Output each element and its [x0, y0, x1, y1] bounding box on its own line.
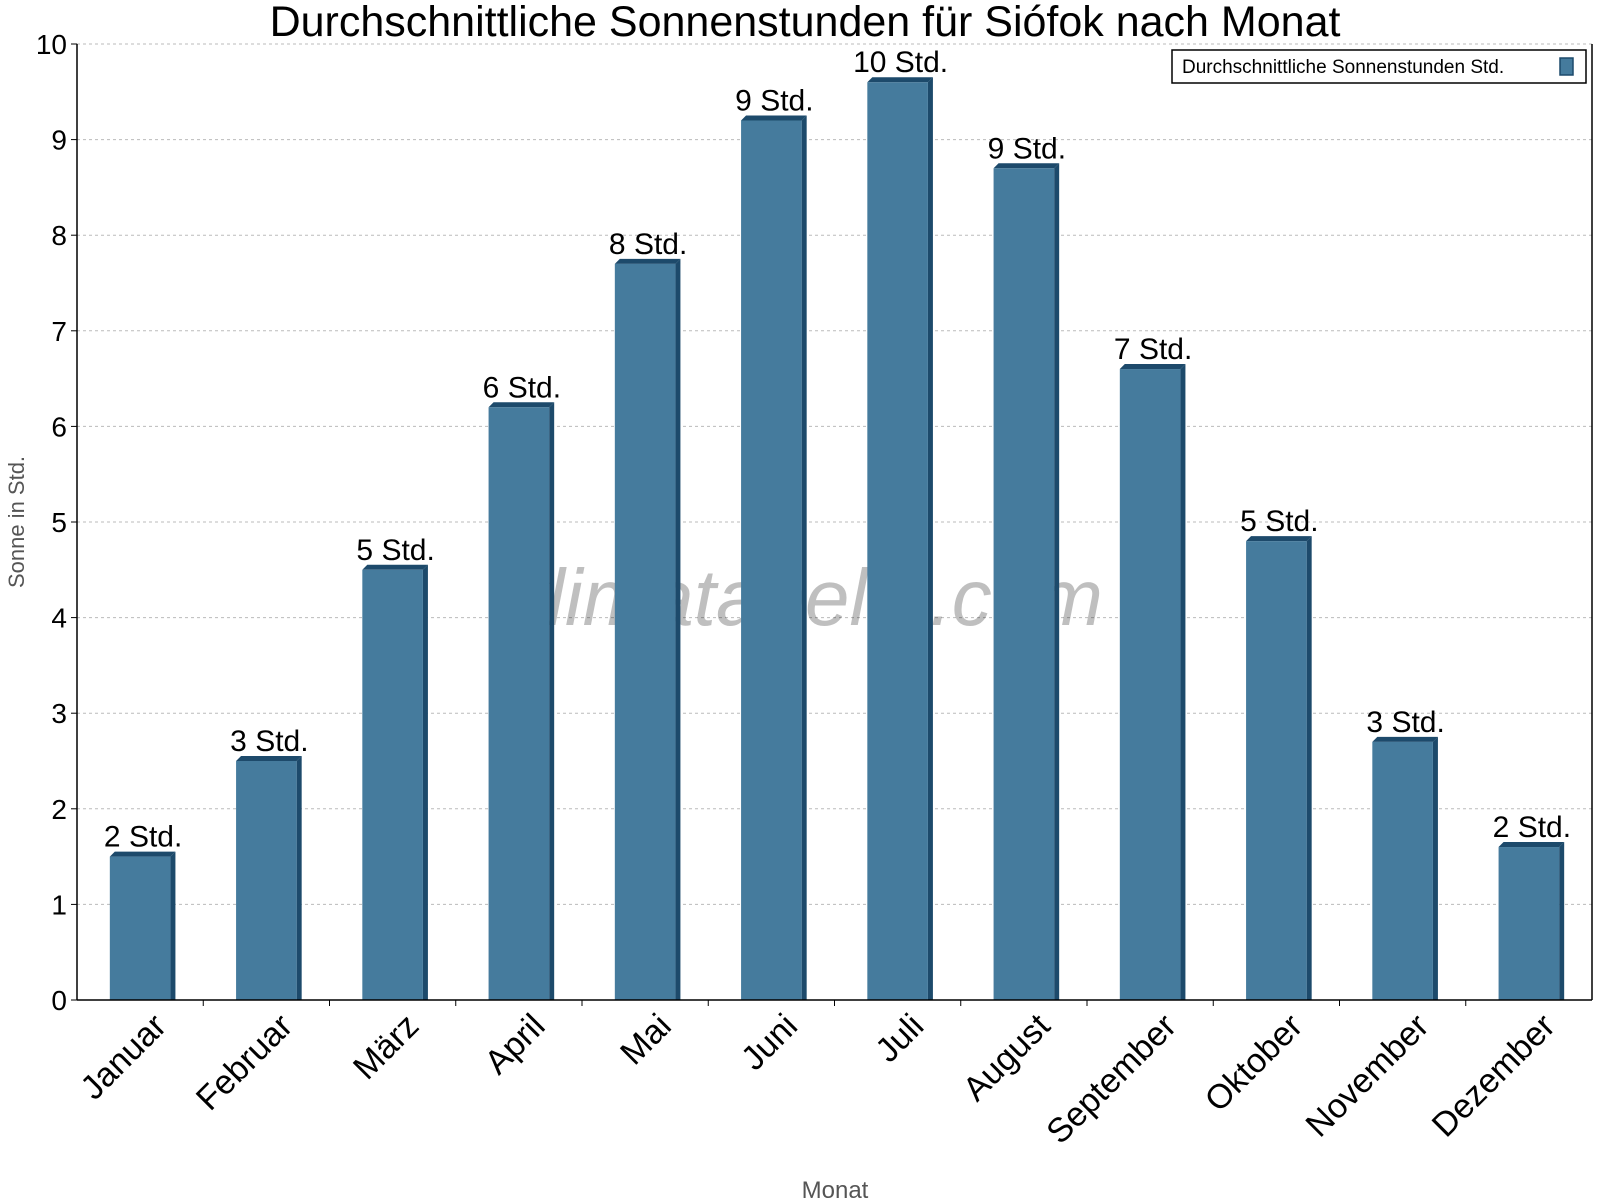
x-tick-label: August — [956, 1006, 1058, 1108]
x-tick-label: Juli — [868, 1007, 931, 1070]
x-tick-label: März — [346, 1007, 426, 1087]
chart-title: Durchschnittliche Sonnenstunden für Sióf… — [270, 0, 1341, 46]
bar-side — [1559, 842, 1565, 1000]
bar-side — [296, 756, 302, 1000]
y-tick-label: 7 — [51, 316, 67, 347]
y-tick-label: 4 — [51, 603, 67, 634]
bar-side — [422, 564, 428, 1000]
x-tick-label: September — [1039, 1007, 1183, 1151]
bar-top — [1372, 736, 1438, 742]
y-tick-label: 2 — [51, 794, 67, 825]
bar-top — [488, 402, 555, 408]
bar-side — [1180, 364, 1186, 1000]
x-tick-label: April — [478, 1007, 553, 1082]
y-tick-label: 6 — [51, 411, 67, 442]
legend: Durchschnittliche Sonnenstunden Std. — [1171, 49, 1587, 84]
bar — [741, 120, 802, 1001]
bar-side — [927, 77, 933, 1001]
bar-top — [109, 851, 176, 857]
x-tick-label: November — [1299, 1007, 1437, 1145]
bar — [362, 569, 423, 1000]
y-tick-label: 9 — [51, 125, 67, 156]
bar-top — [236, 756, 302, 761]
x-tick-label: Januar — [73, 1007, 173, 1107]
data-label: 6 Std. — [483, 371, 561, 404]
bar-side — [170, 851, 176, 1000]
bar — [1498, 847, 1560, 1000]
x-axis-label: Monat — [802, 1177, 869, 1200]
data-label: 3 Std. — [1366, 706, 1444, 739]
data-label: 9 Std. — [988, 132, 1066, 165]
bar — [614, 263, 676, 1000]
bar — [1372, 741, 1433, 1000]
y-tick-label: 10 — [36, 29, 67, 60]
bar-side — [675, 258, 681, 1000]
bar-side — [549, 402, 555, 1000]
x-tick-label: Juni — [734, 1007, 805, 1078]
bar-side — [1306, 536, 1312, 1000]
y-tick-label: 8 — [51, 220, 67, 251]
bar — [867, 82, 928, 1001]
data-label: 8 Std. — [609, 228, 687, 261]
bar-side — [1432, 736, 1438, 1000]
y-tick-label: 3 — [51, 698, 67, 729]
bar — [1119, 369, 1181, 1000]
bar-top — [1498, 842, 1565, 848]
data-label: 5 Std. — [356, 534, 434, 567]
bar-side — [801, 115, 807, 1001]
bar — [236, 761, 297, 1000]
bar-top — [867, 77, 933, 83]
bar — [1246, 541, 1307, 1000]
bar — [109, 856, 171, 1000]
y-tick-label: 5 — [51, 507, 67, 538]
legend-label: Durchschnittliche Sonnenstunden Std. — [1182, 57, 1504, 78]
data-label: 5 Std. — [1240, 505, 1318, 538]
bar-top — [1119, 364, 1186, 370]
data-label: 7 Std. — [1114, 333, 1192, 366]
x-tick-label: Februar — [189, 1007, 300, 1118]
bar — [993, 168, 1055, 1000]
data-label: 10 Std. — [853, 46, 948, 79]
data-label: 2 Std. — [1493, 811, 1571, 844]
bar-top — [741, 115, 807, 121]
y-axis-label: Sonne in Std. — [4, 456, 29, 588]
legend-swatch — [1559, 57, 1574, 76]
data-label: 3 Std. — [230, 725, 308, 758]
bar-side — [1054, 163, 1060, 1000]
grid-lines — [77, 43, 1592, 905]
bar-top — [362, 564, 428, 570]
y-tick-label: 0 — [51, 985, 67, 1016]
bar — [488, 407, 550, 1000]
bar-top — [1246, 536, 1312, 542]
bars: 2 Std. 3 Std. 5 Std. 6 Std. 8 Std. 9 Std. 10 S… — [104, 46, 1571, 1001]
x-tick-label: Oktober — [1198, 1007, 1310, 1119]
y-tick-label: 1 — [51, 889, 67, 920]
x-tick-label: Mai — [613, 1007, 679, 1073]
bar-top — [614, 258, 681, 264]
data-label: 9 Std. — [735, 84, 813, 117]
bar-top — [993, 163, 1060, 169]
x-tick-label: Dezember — [1425, 1007, 1563, 1145]
data-label: 2 Std. — [104, 821, 182, 854]
